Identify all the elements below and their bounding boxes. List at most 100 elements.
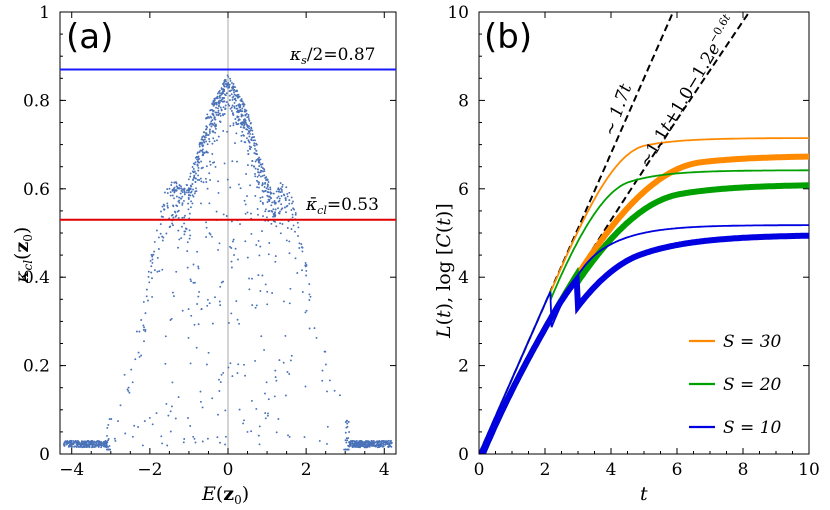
scatter-point <box>151 258 154 261</box>
scatter-point <box>204 136 207 139</box>
scatter-point <box>298 247 301 249</box>
scatter-point <box>300 246 303 249</box>
scatter-point <box>138 355 141 358</box>
scatter-point <box>189 184 192 187</box>
scatter-point <box>268 242 271 244</box>
scatter-point <box>200 180 203 183</box>
scatter-point <box>225 80 227 83</box>
scatter-point <box>192 179 195 181</box>
scatter-point <box>233 93 236 96</box>
scatter-point <box>266 290 269 293</box>
scatter-point <box>205 363 208 366</box>
scatter-point <box>96 444 99 447</box>
scatter-point <box>174 215 177 218</box>
scatter-point <box>183 190 186 193</box>
scatter-point <box>216 95 219 98</box>
scatter-point <box>250 212 252 215</box>
scatter-point <box>238 408 241 411</box>
scatter-point <box>163 191 166 194</box>
scatter-point <box>326 425 329 428</box>
scatter-point <box>279 182 282 185</box>
y-tick-label: 6 <box>458 180 469 200</box>
scatter-point <box>379 443 381 446</box>
scatter-point <box>203 152 206 154</box>
scatter-point <box>230 220 233 223</box>
scatter-point <box>384 443 387 446</box>
scatter-point <box>250 139 253 142</box>
scatter-point <box>229 107 232 110</box>
scatter-point <box>133 424 136 427</box>
scatter-point <box>248 288 251 291</box>
scatter-point <box>233 101 236 104</box>
scatter-point <box>214 123 217 126</box>
scatter-point <box>101 442 104 445</box>
scatter-point <box>183 222 186 225</box>
scatter-point <box>297 235 299 237</box>
scatter-point <box>70 446 73 449</box>
scatter-point <box>155 412 158 415</box>
scatter-point <box>203 138 206 141</box>
scatter-point <box>216 97 219 100</box>
scatter-point <box>371 442 374 445</box>
scatter-point <box>183 438 186 440</box>
scatter-point <box>214 127 217 130</box>
scatter-point <box>145 288 148 291</box>
scatter-point <box>239 223 241 226</box>
scatter-point <box>190 314 193 317</box>
series-line-thick <box>479 232 809 454</box>
scatter-point <box>359 443 362 446</box>
scatter-point <box>251 277 253 280</box>
scatter-point <box>215 106 218 109</box>
scatter-point <box>222 92 225 95</box>
scatter-point <box>230 266 233 269</box>
scatter-point <box>80 441 83 444</box>
scatter-point <box>291 213 294 216</box>
scatter-point <box>386 443 389 446</box>
scatter-point <box>180 197 183 200</box>
scatter-point <box>191 194 194 197</box>
scatter-point <box>266 183 269 186</box>
scatter-point <box>197 155 200 158</box>
scatter-point <box>166 202 169 205</box>
scatter-point <box>186 266 189 269</box>
scatter-point <box>189 191 192 194</box>
scatter-point <box>143 420 146 423</box>
scatter-point <box>86 445 88 448</box>
scatter-point <box>258 171 260 174</box>
scatter-point <box>213 122 216 125</box>
scatter-point <box>373 444 376 447</box>
panel-a: −4 −2 0 2 4 0 0.2 0.4 0.6 0.8 1 (a) κs/2=0.87 κ̄c… <box>11 3 397 507</box>
scatter-point <box>369 443 372 445</box>
scatter-point <box>237 363 240 366</box>
scatter-point <box>244 203 247 206</box>
scatter-point <box>249 129 252 131</box>
scatter-point <box>370 444 373 447</box>
scatter-point <box>255 244 258 246</box>
scatter-point <box>225 85 228 88</box>
scatter-point <box>142 300 145 303</box>
scatter-point <box>230 110 233 112</box>
scatter-point <box>256 175 259 178</box>
scatter-point <box>383 441 386 443</box>
scatter-point <box>106 426 109 429</box>
scatter-point <box>290 354 293 357</box>
scatter-point <box>209 115 212 118</box>
scatter-point <box>212 137 215 140</box>
scatter-point <box>166 444 169 447</box>
scatter-point <box>218 390 221 392</box>
scatter-point <box>246 211 249 214</box>
scatter-point <box>67 441 70 443</box>
scatter-point <box>147 299 149 302</box>
scatter-point <box>220 281 223 284</box>
scatter-point <box>259 175 262 178</box>
scatter-point <box>213 97 216 100</box>
scatter-point <box>234 98 236 100</box>
scatter-point <box>235 90 238 93</box>
scatter-point <box>214 296 216 299</box>
scatter-point <box>171 291 174 294</box>
scatter-point <box>348 431 351 433</box>
scatter-point <box>258 181 261 184</box>
scatter-point <box>203 141 206 144</box>
scatter-point <box>253 142 256 145</box>
